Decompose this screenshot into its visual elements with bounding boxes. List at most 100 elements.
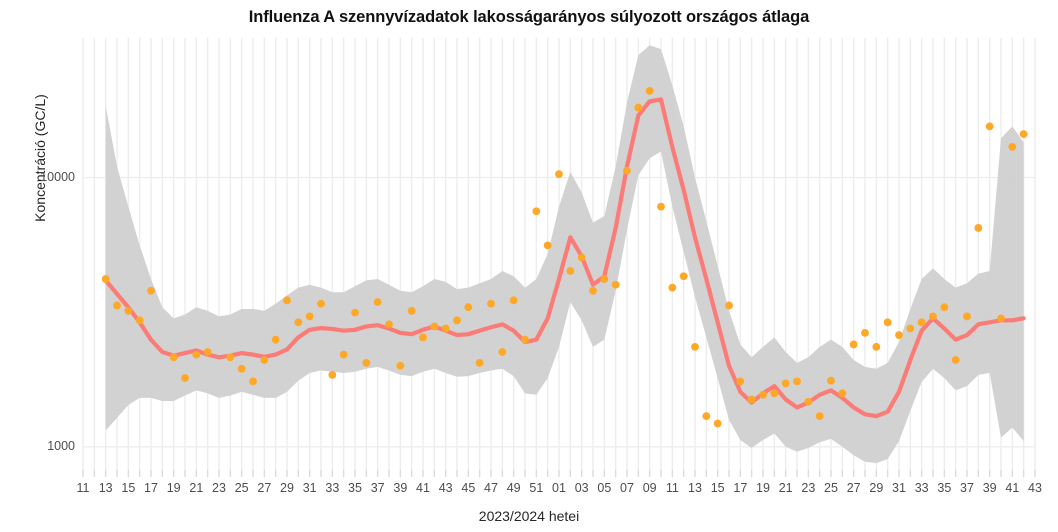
data-point <box>362 358 371 367</box>
trend-line <box>103 97 1026 419</box>
x-tick-label: 05 <box>597 481 612 495</box>
data-point <box>849 340 858 349</box>
x-tick-label: 03 <box>574 481 589 495</box>
x-tick-label: 51 <box>529 481 544 495</box>
data-point <box>577 253 586 262</box>
data-point <box>419 333 427 342</box>
data-point <box>1008 143 1017 151</box>
x-tick-label: 01 <box>552 481 566 495</box>
x-axis-label: 2023/2024 hetei <box>478 508 580 524</box>
data-point <box>963 312 971 321</box>
data-point <box>521 335 529 344</box>
data-point <box>555 170 563 179</box>
data-point <box>634 103 643 112</box>
data-point <box>623 166 631 175</box>
data-point <box>929 312 937 321</box>
data-point <box>430 322 439 331</box>
data-points <box>101 86 1028 428</box>
x-tick-label: 15 <box>710 481 725 495</box>
data-point <box>385 320 393 329</box>
data-point <box>305 312 314 321</box>
data-point <box>747 395 756 404</box>
x-tick-label: 19 <box>756 481 770 495</box>
data-point <box>124 306 133 315</box>
data-point <box>407 306 416 315</box>
x-tick-label: 21 <box>189 481 204 495</box>
data-point <box>566 267 575 275</box>
x-tick-label: 37 <box>370 481 385 495</box>
x-tick-label: 29 <box>869 481 884 495</box>
data-point <box>838 389 847 398</box>
data-point <box>793 377 801 386</box>
data-point <box>645 86 654 95</box>
x-tick-label: 23 <box>801 481 816 495</box>
x-tick-label: 43 <box>1028 481 1042 495</box>
data-point <box>702 412 711 421</box>
data-point <box>883 318 892 327</box>
data-point <box>827 376 835 385</box>
data-point <box>725 301 733 310</box>
data-point <box>135 316 144 325</box>
data-point <box>917 318 926 327</box>
x-tick-label: 31 <box>302 481 317 495</box>
data-point <box>226 353 235 362</box>
data-point <box>759 390 767 399</box>
data-point <box>453 316 461 325</box>
x-tick-label: 15 <box>121 481 136 495</box>
data-point <box>339 350 348 359</box>
x-tick-label: 35 <box>937 481 952 495</box>
x-tick-label: 25 <box>234 481 249 495</box>
x-tick-label: 11 <box>76 481 90 495</box>
data-point <box>169 353 178 362</box>
x-tick-label: 31 <box>892 481 906 495</box>
chart-title: Influenza A szennyvízadatok lakosságarán… <box>248 8 810 26</box>
data-point <box>181 374 189 382</box>
x-tick-label: 41 <box>1005 481 1020 495</box>
data-point <box>464 303 473 312</box>
data-point <box>373 298 382 306</box>
x-tick-label: 21 <box>778 481 793 495</box>
x-tick-label: 17 <box>733 481 748 495</box>
x-tick-label: 39 <box>982 481 997 495</box>
data-point <box>147 286 155 295</box>
data-point <box>657 202 665 211</box>
data-point <box>951 356 960 364</box>
data-point <box>237 364 246 373</box>
data-point <box>101 275 110 283</box>
data-point <box>475 358 484 367</box>
data-point <box>985 122 994 131</box>
data-point <box>1019 130 1028 139</box>
data-point <box>600 275 609 283</box>
x-tick-label: 33 <box>914 481 929 495</box>
x-tick-label: 27 <box>257 481 272 495</box>
y-tick-label: 10000 <box>40 169 75 184</box>
data-point <box>396 361 405 370</box>
x-tick-label: 17 <box>144 481 158 495</box>
x-tick-label: 43 <box>438 481 453 495</box>
data-point <box>543 241 552 250</box>
data-point <box>895 331 903 339</box>
data-point <box>589 286 597 295</box>
x-tick-label: 07 <box>620 481 634 495</box>
data-point <box>691 343 699 351</box>
data-point <box>906 324 915 333</box>
x-tick-label: 13 <box>98 481 113 495</box>
x-tick-label: 47 <box>484 481 498 495</box>
data-point <box>781 379 790 388</box>
data-point <box>532 207 541 216</box>
data-point <box>328 370 337 379</box>
data-point <box>974 224 983 232</box>
data-point <box>940 303 949 312</box>
data-point <box>441 324 450 333</box>
trend-line-path <box>103 97 1026 419</box>
data-point <box>713 419 722 428</box>
data-point <box>203 348 212 356</box>
data-point <box>283 296 291 305</box>
data-point <box>815 412 824 421</box>
data-point <box>872 343 881 351</box>
data-point <box>113 301 121 310</box>
x-tick-label: 09 <box>642 481 657 495</box>
data-point <box>997 314 1005 323</box>
data-point <box>668 283 677 292</box>
